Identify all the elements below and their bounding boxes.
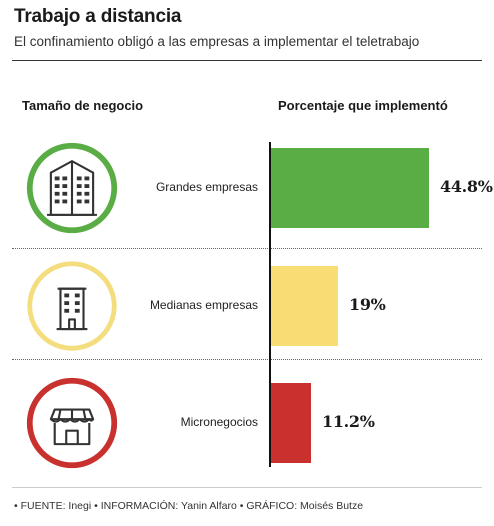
category-label: Micronegocios bbox=[180, 415, 258, 429]
chart-title: Trabajo a distancia bbox=[14, 6, 182, 27]
chart-subtitle: El confinamiento obligó a las empresas a… bbox=[14, 34, 420, 49]
chart-axis-line bbox=[269, 142, 271, 467]
column-header-percentage: Porcentaje que implementó bbox=[278, 98, 448, 113]
shop-storefront-icon bbox=[24, 375, 120, 471]
title-rule bbox=[12, 60, 482, 61]
category-label: Grandes empresas bbox=[155, 180, 258, 194]
row-divider bbox=[12, 248, 482, 249]
value-label: 44.8% bbox=[440, 177, 493, 196]
column-header-business-size: Tamaño de negocio bbox=[22, 98, 144, 113]
bar-grandes-empresas bbox=[271, 148, 429, 228]
footer-credits: • FUENTE: Inegi • INFORMACIÓN: Yanin Alf… bbox=[14, 500, 364, 512]
bar-medianas-empresas bbox=[271, 266, 338, 346]
chart-row-medianas-empresas: Medianas empresas 19% bbox=[0, 258, 494, 354]
bar-micronegocios bbox=[271, 383, 311, 463]
value-label: 11.2% bbox=[322, 412, 375, 431]
footer-rule bbox=[12, 487, 482, 488]
office-tower-icon bbox=[24, 140, 120, 236]
category-label: Medianas empresas bbox=[149, 298, 258, 312]
apartment-building-icon bbox=[24, 258, 120, 354]
chart-row-grandes-empresas: Grandes empresas 44.8% bbox=[0, 140, 494, 236]
chart-row-micronegocios: Micronegocios 11.2% bbox=[0, 375, 494, 471]
row-divider bbox=[12, 359, 482, 360]
value-label: 19% bbox=[349, 295, 386, 314]
